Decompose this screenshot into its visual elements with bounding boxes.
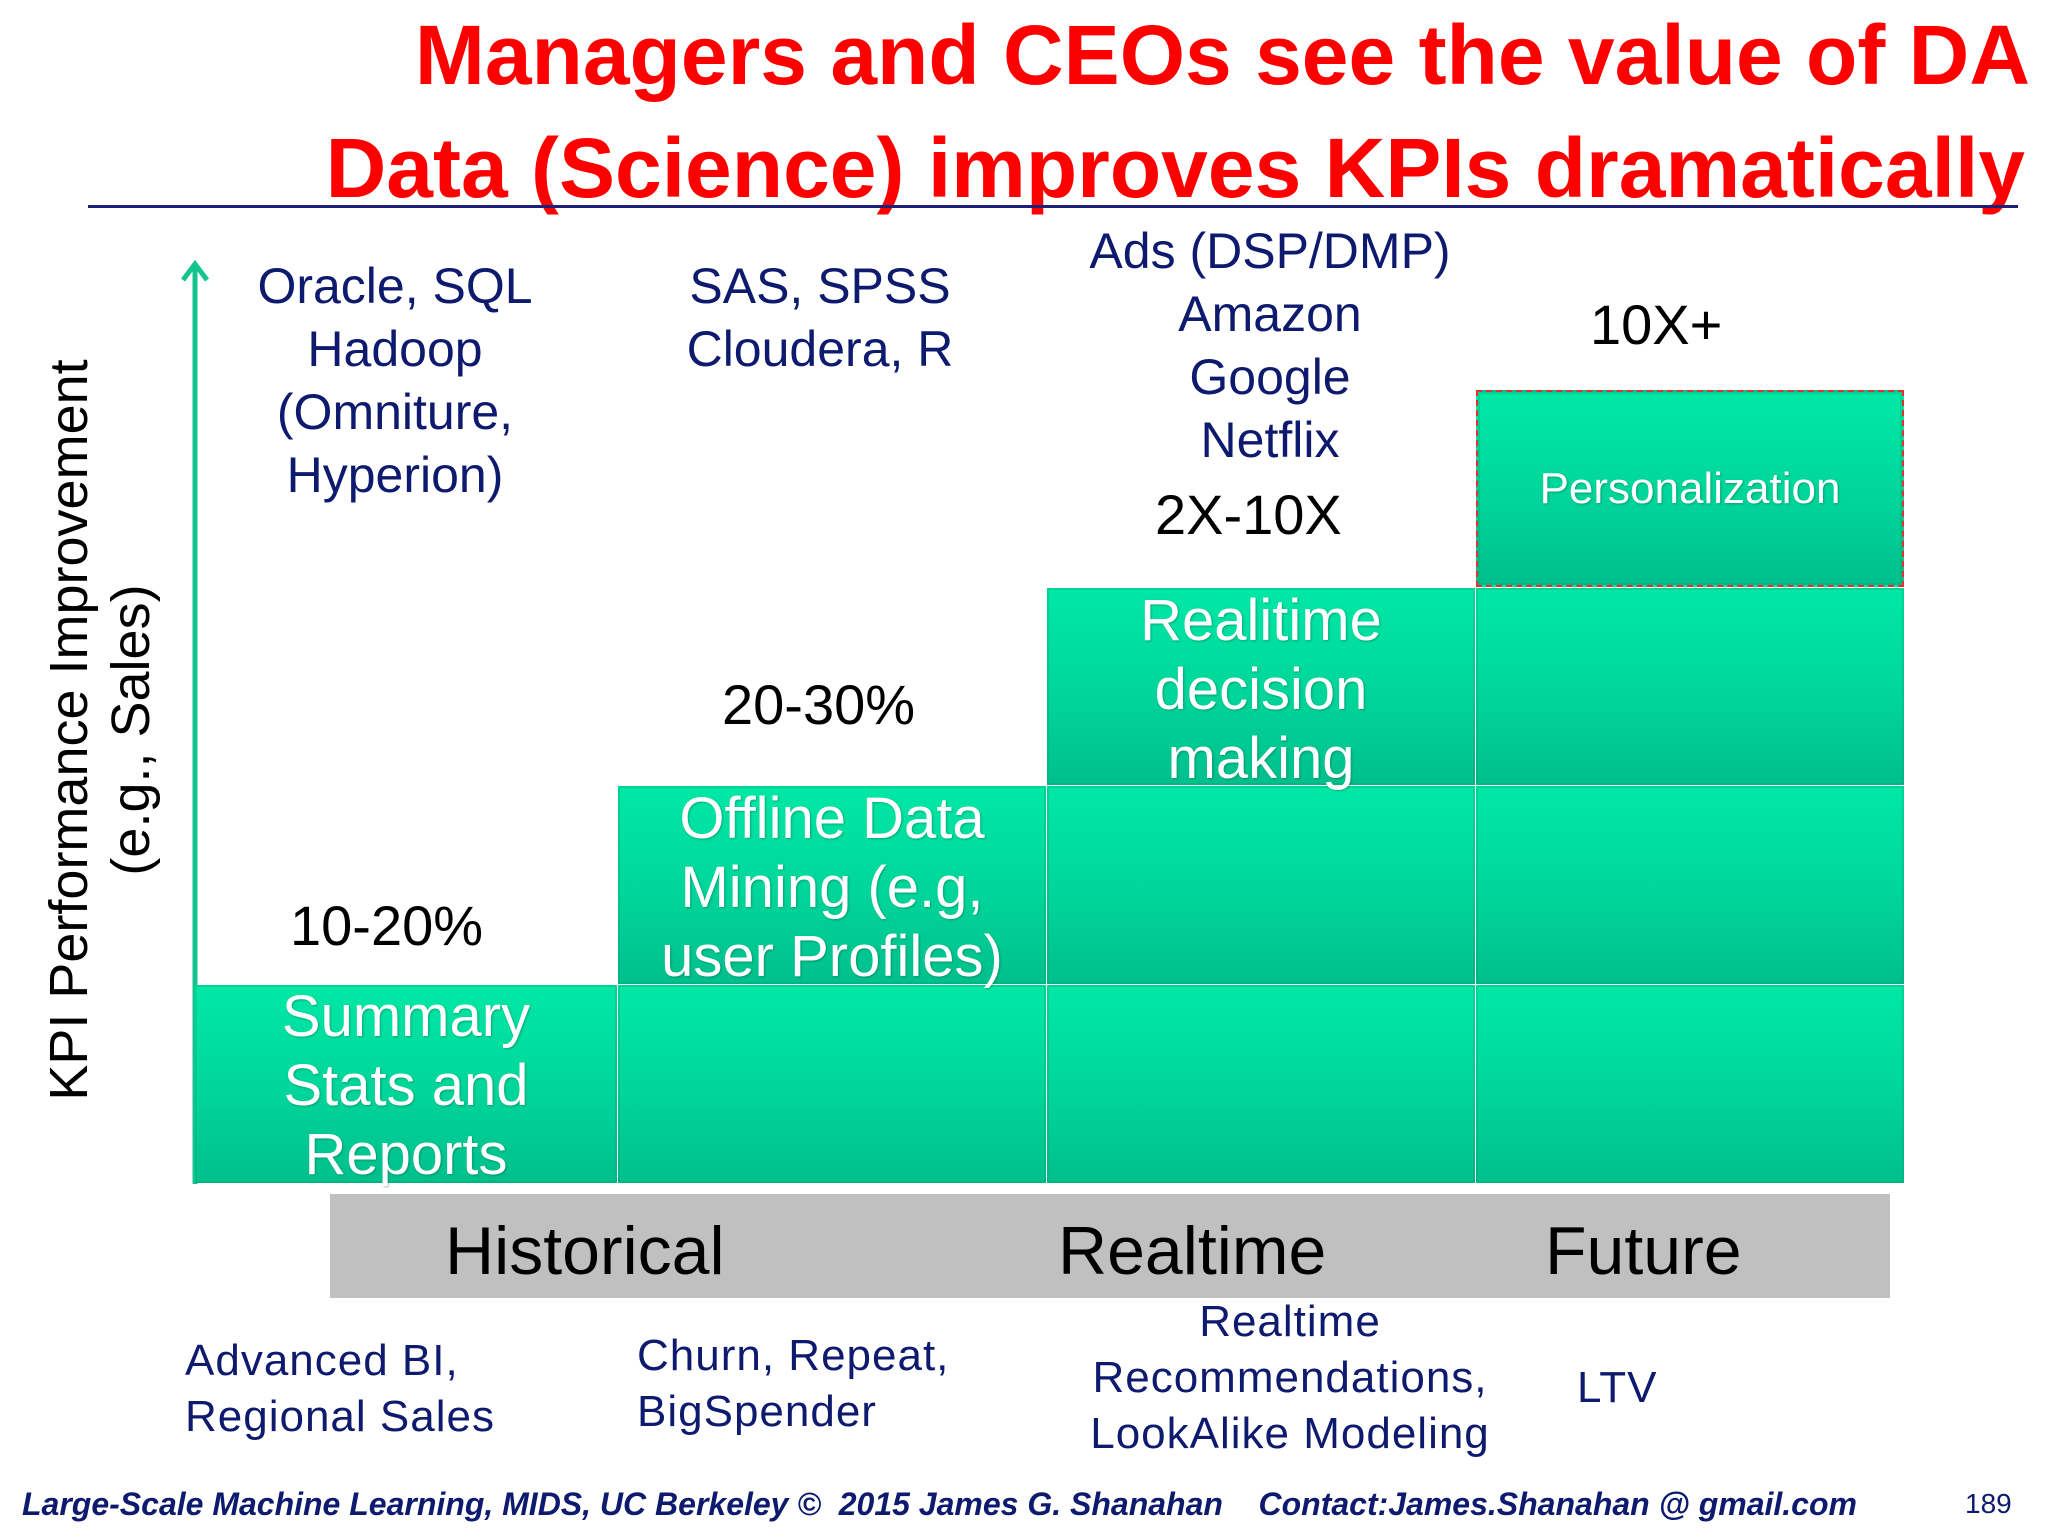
improvement-2x-10x: 2X-10X [1155,483,1342,546]
application-line: LookAlike Modeling [1090,1409,1490,1458]
tool-line: Netflix [1200,412,1340,468]
step-label-line: decision [1154,656,1368,722]
step-block [1047,588,1475,785]
step-block [195,985,617,1183]
tool-line: Amazon [1178,286,1362,342]
step-label-line: Mining (e.g, [680,854,984,920]
step-block [1476,985,1904,1183]
tools-historical: Oracle, SQL Hadoop (Omniture, Hyperion) [230,255,560,507]
tool-line: Hadoop [307,321,483,377]
step-label-line: Stats and [283,1052,529,1118]
y-axis-label-line1: KPI Performance Improvement [39,359,99,1101]
step-block [1047,985,1475,1183]
step-label-summary-stats: Summary Stats and Reports [195,980,617,1190]
step-label-line: user Profiles) [661,923,1003,989]
application-line: Advanced BI, [185,1336,459,1385]
applications-future: LTV [1577,1360,1657,1416]
timeline-bar [330,1194,1890,1298]
step-block [1047,786,1475,984]
footer-credit: Large-Scale Machine Learning, MIDS, UC B… [22,1486,1857,1522]
step-label-line: Realitime [1140,587,1382,653]
slide-title-line2: Data (Science) improves KPIs dramaticall… [325,121,2025,215]
tool-line: Google [1189,349,1351,405]
step-label-personalization: Personalization [1476,390,1904,587]
step-label-realtime-decision: Realitime decision making [1047,584,1475,794]
tools-realtime: Ads (DSP/DMP) Amazon Google Netflix [1060,220,1480,472]
step-label-line: Summary [281,983,531,1049]
step-block [618,985,1046,1183]
personalization-block [1476,390,1904,587]
tool-line: Hyperion) [286,447,504,503]
tool-line: Oracle, SQL [257,258,533,314]
timeline-realtime: Realtime [1058,1213,1327,1289]
y-axis-label: KPI Performance Improvement (e.g., Sales… [38,330,162,1130]
step-label-line: Personalization [1539,463,1841,513]
application-line: BigSpender [637,1387,877,1436]
applications-historical: Advanced BI, Regional Sales [185,1333,495,1445]
step-label-line: Reports [304,1121,508,1187]
step-label-line: making [1167,725,1355,791]
applications-offline: Churn, Repeat, BigSpender [637,1328,949,1440]
improvement-10-20: 10-20% [290,894,484,957]
application-line: Regional Sales [185,1392,495,1441]
step-label-offline-mining: Offline Data Mining (e.g, user Profiles) [618,782,1046,992]
application-line: Realtime [1199,1297,1381,1346]
tool-line: Cloudera, R [686,321,954,377]
y-axis-label-line2: (e.g., Sales) [101,584,161,876]
applications-realtime: Realtime Recommendations, LookAlike Mode… [1080,1294,1500,1462]
page-number: 189 [1965,1488,2012,1519]
slide-title-line1: Managers and CEOs see the value of DA [414,8,2030,102]
timeline-historical: Historical [445,1213,725,1289]
title-underline [88,205,2018,208]
application-line: Churn, Repeat, [637,1331,950,1380]
step-label-line: Offline Data [679,785,985,851]
step-block [1476,588,1904,785]
application-line: Recommendations, [1092,1353,1488,1402]
improvement-20-30: 20-30% [722,673,916,736]
timeline-future: Future [1545,1213,1742,1289]
step-block [1476,786,1904,984]
tool-line: Ads (DSP/DMP) [1089,223,1451,279]
tool-line: (Omniture, [276,384,514,440]
step-block [618,786,1046,984]
application-line: LTV [1577,1363,1658,1412]
improvement-10x: 10X+ [1590,293,1723,356]
tools-offline: SAS, SPSS Cloudera, R [650,255,990,381]
tool-line: SAS, SPSS [689,258,951,314]
